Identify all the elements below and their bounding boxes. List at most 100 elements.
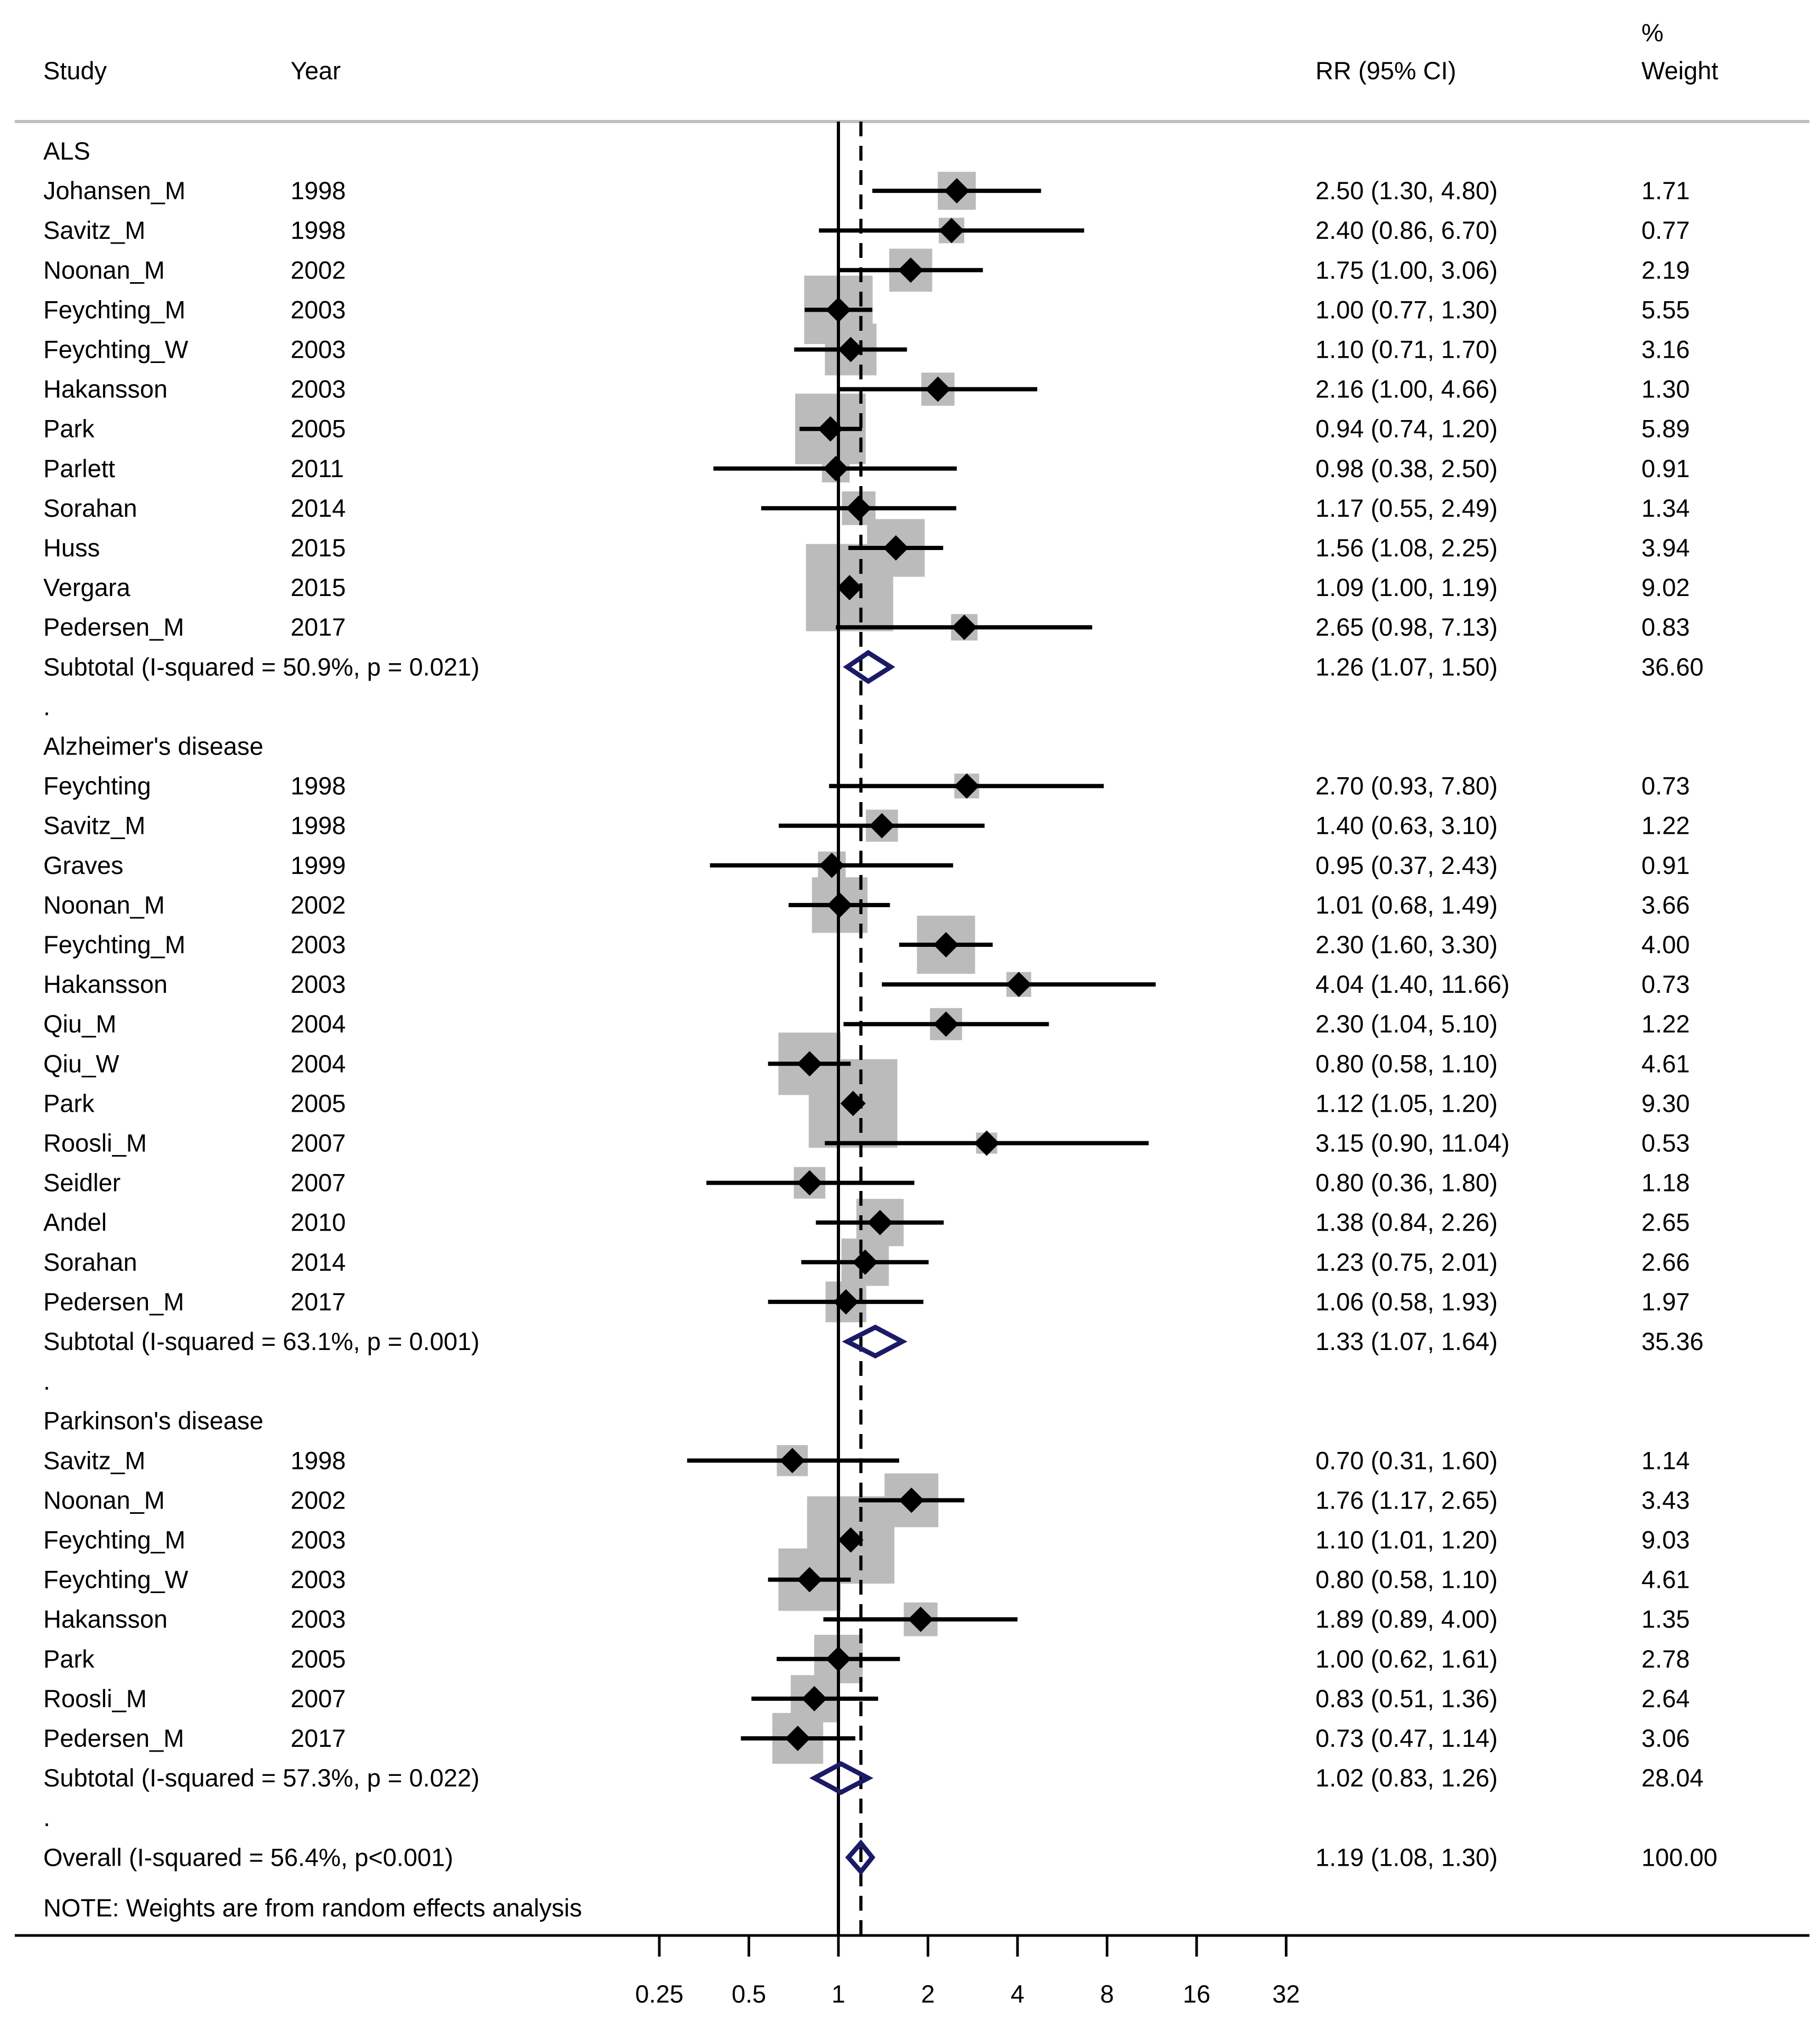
study-rr-ci: 1.09 (1.00, 1.19) bbox=[1315, 573, 1498, 601]
study-rr-ci: 1.06 (0.58, 1.93) bbox=[1315, 1288, 1498, 1316]
study-rr-ci: 1.56 (1.08, 2.25) bbox=[1315, 534, 1498, 562]
point-estimate bbox=[974, 1130, 1000, 1156]
reference-lines bbox=[837, 122, 863, 1935]
study-rr-ci: 0.73 (0.47, 1.14) bbox=[1315, 1724, 1498, 1752]
study-weight: 2.19 bbox=[1641, 256, 1690, 284]
point-estimate bbox=[840, 1091, 866, 1116]
study-rr-ci: 0.94 (0.74, 1.20) bbox=[1315, 415, 1498, 443]
study-year: 2005 bbox=[291, 1089, 346, 1117]
study-weight: 4.00 bbox=[1641, 930, 1690, 958]
study-weight: 0.73 bbox=[1641, 772, 1690, 800]
study-year: 2005 bbox=[291, 415, 346, 443]
study-rr-ci: 1.89 (0.89, 4.00) bbox=[1315, 1605, 1498, 1633]
point-estimate bbox=[933, 1011, 959, 1037]
subtotal-weight: 36.60 bbox=[1641, 653, 1704, 681]
point-estimate bbox=[826, 297, 851, 323]
study-year: 2003 bbox=[291, 1526, 346, 1554]
group-spacer: . bbox=[43, 692, 50, 720]
study-rr-ci: 2.65 (0.98, 7.13) bbox=[1315, 613, 1498, 641]
study-weight: 3.43 bbox=[1641, 1486, 1690, 1514]
subtotal-rr-ci: 1.26 (1.07, 1.50) bbox=[1315, 653, 1498, 681]
point-estimate bbox=[833, 1289, 859, 1315]
study-rr-ci: 0.80 (0.58, 1.10) bbox=[1315, 1566, 1498, 1594]
study-name: Parlett bbox=[43, 454, 115, 482]
study-name: Vergara bbox=[43, 573, 130, 601]
study-weight: 4.61 bbox=[1641, 1049, 1690, 1077]
study-year: 2011 bbox=[291, 454, 344, 482]
study-weight: 2.78 bbox=[1641, 1645, 1690, 1673]
x-tick-label: 1 bbox=[832, 1980, 845, 2008]
study-name: Roosli_M bbox=[43, 1129, 147, 1157]
subtotal-weight: 35.36 bbox=[1641, 1327, 1704, 1355]
point-estimate bbox=[826, 1646, 851, 1672]
study-name: Feychting_M bbox=[43, 1526, 185, 1554]
study-name: Savitz_M bbox=[43, 812, 145, 840]
study-weight: 9.03 bbox=[1641, 1526, 1690, 1554]
study-weight: 2.66 bbox=[1641, 1248, 1690, 1276]
study-rr-ci: 1.75 (1.00, 3.06) bbox=[1315, 256, 1498, 284]
study-year: 2004 bbox=[291, 1049, 346, 1077]
study-name: Pedersen_M bbox=[43, 613, 184, 641]
point-estimate bbox=[933, 932, 959, 957]
point-estimate bbox=[954, 773, 979, 799]
study-year: 2010 bbox=[291, 1208, 346, 1236]
study-year: 2017 bbox=[291, 613, 346, 641]
x-tick-label: 2 bbox=[921, 1980, 935, 2008]
study-year: 2014 bbox=[291, 1248, 346, 1276]
study-year: 2002 bbox=[291, 256, 346, 284]
point-estimate bbox=[852, 1249, 878, 1275]
study-year: 1998 bbox=[291, 812, 346, 840]
study-year: 1998 bbox=[291, 216, 346, 244]
study-name: Park bbox=[43, 1089, 95, 1117]
study-name: Seidler bbox=[43, 1169, 120, 1197]
study-year: 2005 bbox=[291, 1645, 346, 1673]
header-rr-ci: RR (95% CI) bbox=[1315, 57, 1456, 85]
study-weight: 1.22 bbox=[1641, 812, 1690, 840]
subtotal-rr-ci: 1.33 (1.07, 1.64) bbox=[1315, 1327, 1498, 1355]
study-name: Sorahan bbox=[43, 494, 137, 522]
study-name: Feychting bbox=[43, 772, 151, 800]
group-spacer: . bbox=[43, 1803, 50, 1831]
point-estimate bbox=[837, 575, 863, 601]
study-weight: 1.14 bbox=[1641, 1446, 1690, 1474]
header-study: Study bbox=[43, 57, 107, 85]
study-rr-ci: 1.00 (0.62, 1.61) bbox=[1315, 1645, 1498, 1673]
study-name: Huss bbox=[43, 534, 100, 562]
study-year: 2003 bbox=[291, 336, 346, 364]
study-weight: 0.83 bbox=[1641, 613, 1690, 641]
study-rr-ci: 1.23 (0.75, 2.01) bbox=[1315, 1248, 1498, 1276]
subtotal-diamond bbox=[809, 1761, 874, 1795]
study-weight: 5.55 bbox=[1641, 295, 1690, 323]
study-weight: 0.73 bbox=[1641, 970, 1690, 998]
study-name: Park bbox=[43, 415, 95, 443]
study-year: 2015 bbox=[291, 573, 346, 601]
study-year: 2003 bbox=[291, 295, 346, 323]
x-tick-label: 8 bbox=[1100, 1980, 1114, 2008]
header-weight: Weight bbox=[1641, 57, 1718, 85]
study-name: Johansen_M bbox=[43, 176, 185, 204]
point-estimate bbox=[797, 1051, 823, 1077]
header-year: Year bbox=[291, 57, 341, 85]
study-year: 2014 bbox=[291, 494, 346, 522]
study-name: Hakansson bbox=[43, 970, 167, 998]
overall-diamond bbox=[845, 1839, 875, 1876]
subtotal-label: Subtotal (I-squared = 57.3%, p = 0.022) bbox=[43, 1764, 480, 1792]
study-rr-ci: 1.40 (0.63, 3.10) bbox=[1315, 812, 1498, 840]
study-weight: 0.53 bbox=[1641, 1129, 1690, 1157]
study-year: 1998 bbox=[291, 772, 346, 800]
subtotal-weight: 28.04 bbox=[1641, 1764, 1704, 1792]
study-name: Feychting_M bbox=[43, 930, 185, 958]
row-labels: ALS Johansen_M 1998 2.50 (1.30, 4.80) 1.71 Sa… bbox=[43, 137, 1718, 1922]
study-weight: 2.65 bbox=[1641, 1208, 1690, 1236]
overall-weight: 100.00 bbox=[1641, 1843, 1718, 1871]
study-year: 2007 bbox=[291, 1684, 346, 1712]
study-rr-ci: 2.30 (1.04, 5.10) bbox=[1315, 1010, 1498, 1038]
study-rr-ci: 2.40 (0.86, 6.70) bbox=[1315, 216, 1498, 244]
study-weight: 9.02 bbox=[1641, 573, 1690, 601]
study-rr-ci: 0.80 (0.36, 1.80) bbox=[1315, 1169, 1498, 1197]
subtotal-diamond bbox=[842, 1324, 908, 1359]
study-rr-ci: 1.38 (0.84, 2.26) bbox=[1315, 1208, 1498, 1236]
study-year: 2007 bbox=[291, 1129, 346, 1157]
study-name: Park bbox=[43, 1645, 95, 1673]
study-year: 2007 bbox=[291, 1169, 346, 1197]
